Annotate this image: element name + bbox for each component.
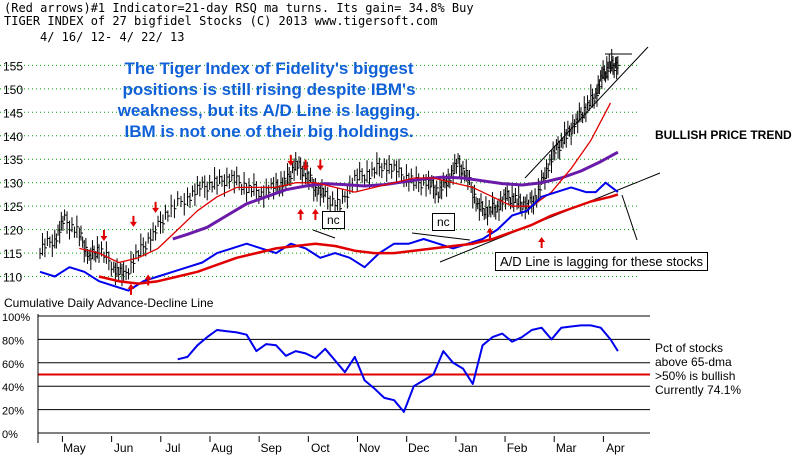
pct-label-4: Currently 74.1%: [655, 383, 742, 397]
nc-label-2: nc: [432, 213, 455, 231]
month-label-apr: Apr: [606, 441, 625, 455]
x-axis: May Jun Jul Aug Sep Oct Nov Dec Jan Feb Mar Apr: [61, 436, 625, 455]
up-arrow-signal: [297, 208, 305, 220]
header-line-1: (Red arrows)#1 Indicator=21-day RSQ ma t…: [4, 1, 474, 15]
pct-above-65dma-series: [177, 324, 619, 413]
annotation-line-2: positions is still rising despite IBM's: [122, 80, 416, 99]
top-tick-label-155: 155: [3, 59, 23, 73]
nc2-line: [411, 232, 471, 241]
signal-arrows: [100, 154, 546, 295]
month-label-jun: Jun: [114, 441, 133, 455]
top-tick-label-150: 150: [3, 83, 23, 97]
month-label-mar: Mar: [556, 441, 577, 455]
month-label-sep: Sep: [260, 441, 282, 455]
ad-label-pointer: [621, 194, 638, 241]
month-label-jan: Jan: [458, 441, 477, 455]
up-arrow-signal: [486, 227, 494, 239]
ad-line: [39, 181, 619, 292]
down-arrow-signal: [316, 159, 324, 171]
pct-label-3: >50% is bullish: [655, 369, 736, 383]
top-tick-label-125: 125: [3, 200, 23, 214]
top-tick-label-140: 140: [3, 130, 23, 144]
month-label-jul: Jul: [165, 441, 180, 455]
nc1-line: [312, 229, 336, 239]
ad-ma-line: [98, 193, 619, 285]
top-tick-label-120: 120: [3, 224, 23, 238]
month-label-dec: Dec: [408, 441, 429, 455]
bottom-tick-label-40: 40%: [2, 382, 24, 394]
bottom-tick-label-80: 80%: [2, 335, 24, 347]
down-arrow-signal: [129, 215, 137, 227]
annotation-line-1: The Tiger Index of Fidelity's biggest: [124, 59, 414, 78]
header-date-range: 4/ 16/ 12- 4/ 22/ 13: [40, 30, 185, 44]
annotation-line-3: weakness, but its A/D Line is lagging.: [117, 101, 421, 120]
month-label-may: May: [63, 441, 86, 455]
up-arrow-signal: [538, 237, 546, 248]
top-tick-label-145: 145: [3, 106, 23, 120]
down-arrow-signal: [100, 230, 108, 241]
bottom-tick-label-0: 0%: [2, 429, 18, 441]
pct-label-2: above 65-dma: [655, 355, 732, 369]
pct-above-65dma-line: [177, 324, 619, 413]
annotation-line-4: IBM is not one of their big holdings.: [124, 122, 414, 141]
top-tick-label-130: 130: [3, 177, 23, 191]
header-line-2: TIGER INDEX of 27 bigfidel Stocks (C) 20…: [4, 14, 438, 28]
month-label-feb: Feb: [507, 441, 528, 455]
annotation-text: The Tiger Index of Fidelity's biggest po…: [94, 58, 444, 142]
bullish-trend-label: BULLISH PRICE TREND: [655, 128, 792, 142]
nc-label-1: nc: [322, 211, 345, 229]
up-arrow-signal: [311, 208, 319, 220]
down-arrow-signal: [152, 201, 160, 213]
down-arrow-signal: [302, 159, 310, 171]
indicator-lines: [39, 102, 619, 292]
month-label-aug: Aug: [211, 441, 232, 455]
cumulative-ad-title: Cumulative Daily Advance-Decline Line: [4, 296, 214, 310]
bottom-tick-label-100: 100%: [2, 312, 30, 324]
up-arrow-signal: [127, 283, 135, 295]
bottom-tick-label-60: 60%: [2, 359, 24, 371]
pct-label-1: Pct of stocks: [655, 341, 724, 355]
ad-lagging-label: A/D Line is lagging for these stocks: [495, 252, 709, 271]
bottom-y-axis-ticks: 0% 20% 40% 60% 80% 100%: [2, 312, 30, 441]
bottom-tick-label-20: 20%: [2, 406, 24, 418]
down-arrow-signal: [287, 154, 295, 166]
up-arrow-signal: [144, 274, 152, 286]
month-label-nov: Nov: [359, 441, 380, 455]
top-tick-label-110: 110: [3, 271, 22, 285]
bottom-gridlines: [37, 314, 650, 443]
top-gridlines: [0, 64, 640, 278]
top-tick-label-115: 115: [3, 247, 22, 261]
top-tick-label-135: 135: [3, 153, 23, 167]
top-y-axis-ticks: 110 115 120 125 130 135 140 145 150 155: [3, 59, 23, 284]
ma21-line: [79, 102, 612, 264]
month-label-oct: Oct: [311, 441, 330, 455]
